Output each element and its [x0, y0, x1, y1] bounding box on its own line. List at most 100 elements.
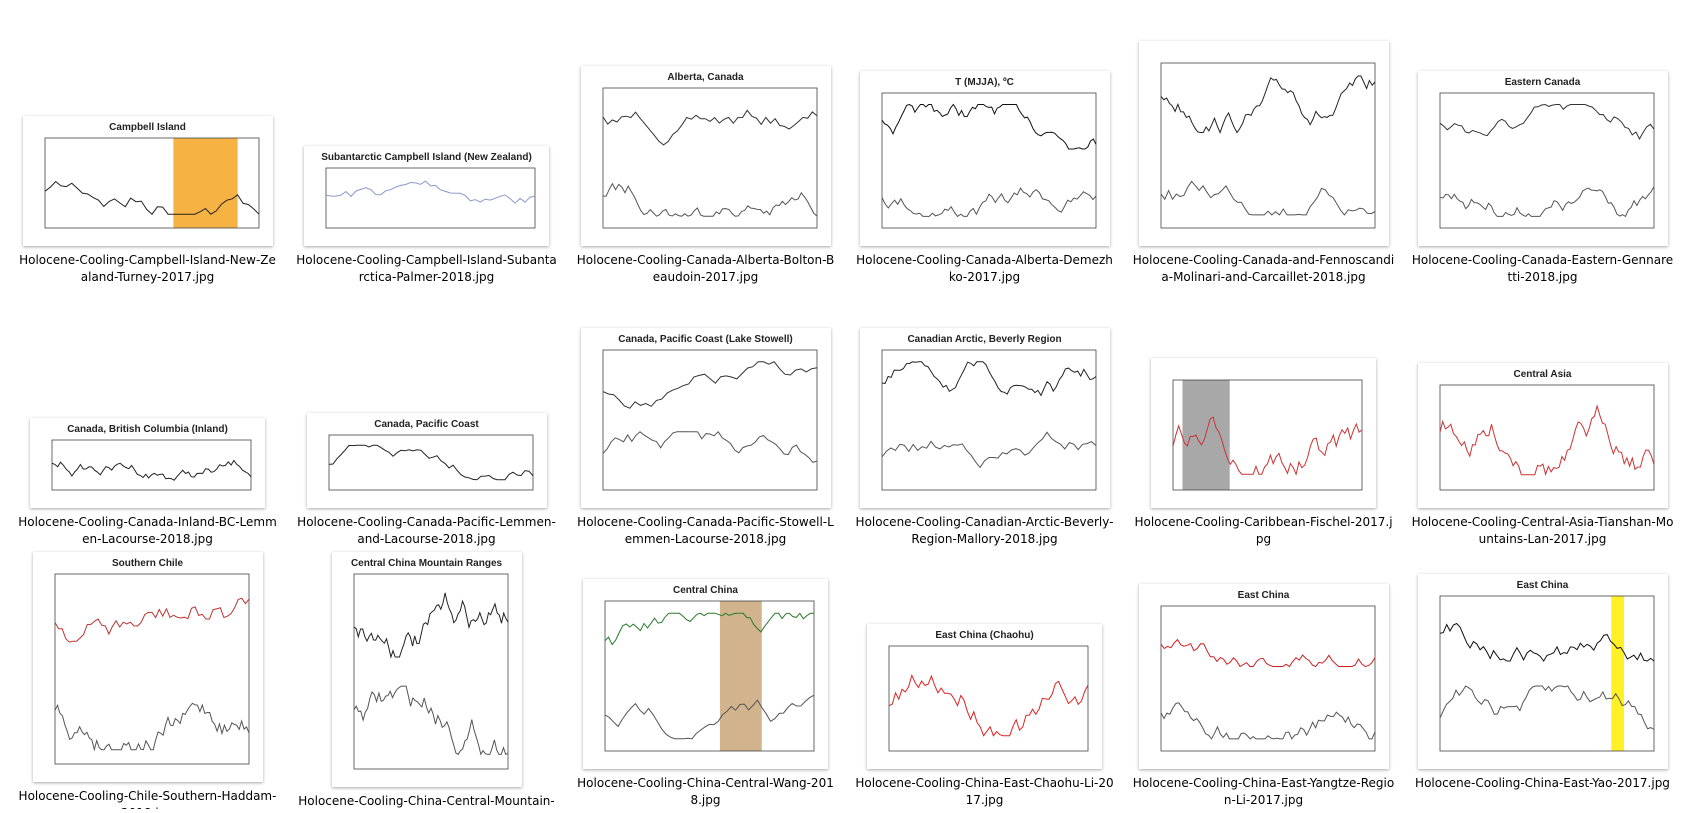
file-name[interactable]: Holocene-Cooling-Chile-Southern-Haddam-2…: [18, 789, 277, 809]
file-name[interactable]: Holocene-Cooling-China-Central-Mountain-…: [298, 794, 555, 808]
thumbnail-title: Canadian Arctic, Beverly Region: [907, 334, 1062, 345]
plot-frame: [1160, 605, 1375, 752]
plot-frame: [1439, 384, 1654, 491]
thumbnail-image: [1160, 605, 1375, 752]
file-item[interactable]: Central China Holocene-Cooling-China-Cent…: [566, 552, 845, 813]
file-name[interactable]: Holocene-Cooling-Canada-Eastern-Gennaret…: [1411, 253, 1674, 284]
file-item[interactable]: East China (Chaohu) Holocene-Cooling-Chin…: [845, 552, 1124, 813]
thumbnail[interactable]: Central China: [583, 579, 828, 769]
thumbnail-line: [1439, 103, 1654, 140]
thumbnail-line: [1160, 638, 1375, 668]
file-item[interactable]: Campbell Island Holocene-Cooling-Campbell…: [8, 0, 287, 290]
file-item[interactable]: Subantarctic Campbell Island (New Zealan…: [287, 0, 566, 290]
thumbnail-title: Central Asia: [1513, 369, 1572, 380]
file-item[interactable]: Canada, British Columbia (Inland) Holocen…: [8, 290, 287, 552]
thumbnail-title: Canada, Pacific Coast: [374, 419, 479, 430]
thumbnail-line: [1172, 416, 1363, 476]
thumbnail-line: [325, 180, 536, 204]
file-name[interactable]: Holocene-Cooling-China-East-Chaohu-Li-20…: [855, 776, 1114, 807]
thumbnail-title: Subantarctic Campbell Island (New Zealan…: [321, 152, 532, 163]
file-item[interactable]: Canada, Pacific Coast Holocene-Cooling-Ca…: [287, 290, 566, 552]
plot-frame: [353, 573, 508, 770]
thumbnail-image: [1160, 62, 1375, 229]
thumbnail-line: [881, 187, 1096, 218]
file-name[interactable]: Holocene-Cooling-Caribbean-Fischel-2017.…: [1134, 515, 1393, 546]
thumbnail[interactable]: East China: [1417, 574, 1668, 769]
thumbnail[interactable]: Subantarctic Campbell Island (New Zealan…: [304, 146, 549, 246]
file-name[interactable]: Holocene-Cooling-Canada-Pacific-Stowell-…: [577, 515, 834, 546]
thumbnail-title: T (MJJA), ºC: [955, 77, 1014, 88]
thumbnail-line: [1439, 186, 1654, 218]
thumbnail-image: [54, 573, 249, 765]
plot-frame: [1439, 92, 1654, 229]
thumbnail[interactable]: Canada, Pacific Coast (Lake Stowell): [580, 328, 831, 508]
thumbnail-image: [602, 87, 817, 229]
thumbnail[interactable]: [1138, 41, 1389, 246]
file-name[interactable]: Holocene-Cooling-Campbell-Island-Subanta…: [296, 253, 557, 284]
thumbnail-line: [602, 182, 817, 217]
file-name[interactable]: Holocene-Cooling-China-Central-Wang-2018…: [577, 776, 834, 807]
thumbnail-image: [1439, 92, 1654, 229]
thumbnail-image: [51, 439, 252, 491]
file-item[interactable]: Canada, Pacific Coast (Lake Stowell) Holo…: [566, 290, 845, 552]
thumbnail-line: [1439, 404, 1654, 476]
file-item[interactable]: Central Asia Holocene-Cooling-Central-Asi…: [1403, 290, 1681, 552]
file-name[interactable]: Holocene-Cooling-Canada-Alberta-Bolton-B…: [576, 253, 835, 284]
file-name[interactable]: Holocene-Cooling-China-East-Yangtze-Regi…: [1132, 776, 1395, 807]
thumbnail-title: Alberta, Canada: [667, 72, 744, 83]
file-item[interactable]: Alberta, Canada Holocene-Cooling-Canada-A…: [566, 0, 845, 290]
file-item[interactable]: Canadian Arctic, Beverly Region Holocene-…: [845, 290, 1124, 552]
file-item[interactable]: Holocene-Cooling-Canada-and-Fennoscandia…: [1124, 0, 1403, 290]
thumbnail[interactable]: Canada, British Columbia (Inland): [30, 418, 265, 508]
plot-frame: [51, 439, 252, 491]
thumbnail[interactable]: East China: [1138, 584, 1389, 769]
thumbnail-line: [1160, 75, 1375, 134]
thumbnail-line: [881, 103, 1096, 150]
file-item[interactable]: Southern Chile Holocene-Cooling-Chile-Sou…: [8, 552, 287, 813]
thumbnail[interactable]: Central Asia: [1417, 363, 1668, 508]
thumbnail[interactable]: Southern Chile: [32, 552, 263, 782]
thumbnail-line: [602, 109, 817, 146]
thumbnail-title: Central China Mountain Ranges: [350, 558, 503, 569]
thumbnail-grid: Campbell Island Holocene-Cooling-Campbell…: [8, 0, 1681, 813]
highlight-band: [719, 601, 762, 751]
file-name[interactable]: Holocene-Cooling-China-East-Yao-2017.jpg: [1415, 776, 1670, 790]
thumbnail-line: [602, 361, 817, 409]
file-item[interactable]: T (MJJA), ºC Holocene-Cooling-Canada-Albe…: [845, 0, 1124, 290]
thumbnail-image: [602, 349, 817, 491]
file-name[interactable]: Holocene-Cooling-Canada-Pacific-Lemmen-a…: [297, 515, 556, 546]
file-name[interactable]: Holocene-Cooling-Canada-Alberta-Demezhko…: [856, 253, 1113, 284]
thumbnail[interactable]: Alberta, Canada: [580, 66, 831, 246]
thumbnail-line: [328, 444, 533, 481]
plot-frame: [325, 167, 536, 229]
file-item[interactable]: East China Holocene-Cooling-China-East-Ya…: [1124, 552, 1403, 813]
thumbnail[interactable]: Campbell Island: [22, 116, 273, 246]
thumbnail[interactable]: Eastern Canada: [1417, 71, 1668, 246]
plot-frame: [44, 137, 259, 229]
thumbnail-title: Southern Chile: [111, 558, 184, 569]
file-name[interactable]: Holocene-Cooling-Canadian-Arctic-Beverly…: [855, 515, 1114, 546]
thumbnail[interactable]: [1151, 358, 1376, 508]
thumbnail[interactable]: Canadian Arctic, Beverly Region: [859, 328, 1110, 508]
thumbnail[interactable]: Canada, Pacific Coast: [306, 413, 547, 508]
thumbnail[interactable]: T (MJJA), ºC: [859, 71, 1110, 246]
file-item[interactable]: Central China Mountain Ranges Holocene-Co…: [287, 552, 566, 813]
plot-frame: [1172, 379, 1363, 491]
thumbnail-image: [353, 573, 508, 770]
thumbnail-title: East China: [1237, 590, 1290, 601]
thumbnail-line: [353, 685, 508, 756]
thumbnail-line: [604, 694, 815, 740]
file-name[interactable]: Holocene-Cooling-Canada-Inland-BC-Lemmen…: [18, 515, 277, 546]
thumbnail[interactable]: East China (Chaohu): [867, 624, 1102, 769]
file-item[interactable]: East China Holocene-Cooling-China-East-Ya…: [1403, 552, 1681, 813]
file-item[interactable]: Holocene-Cooling-Caribbean-Fischel-2017.…: [1124, 290, 1403, 552]
file-name[interactable]: Holocene-Cooling-Campbell-Island-New-Zea…: [19, 253, 276, 284]
thumbnail-line: [888, 673, 1089, 737]
file-name[interactable]: Holocene-Cooling-Canada-and-Fennoscandia…: [1132, 253, 1395, 284]
thumbnail[interactable]: Central China Mountain Ranges: [331, 552, 522, 787]
plot-frame: [604, 600, 815, 752]
thumbnail-image: [1439, 384, 1654, 491]
file-name[interactable]: Holocene-Cooling-Central-Asia-Tianshan-M…: [1411, 515, 1674, 546]
file-item[interactable]: Eastern Canada Holocene-Cooling-Canada-Ea…: [1403, 0, 1681, 290]
thumbnail-line: [1160, 702, 1375, 740]
